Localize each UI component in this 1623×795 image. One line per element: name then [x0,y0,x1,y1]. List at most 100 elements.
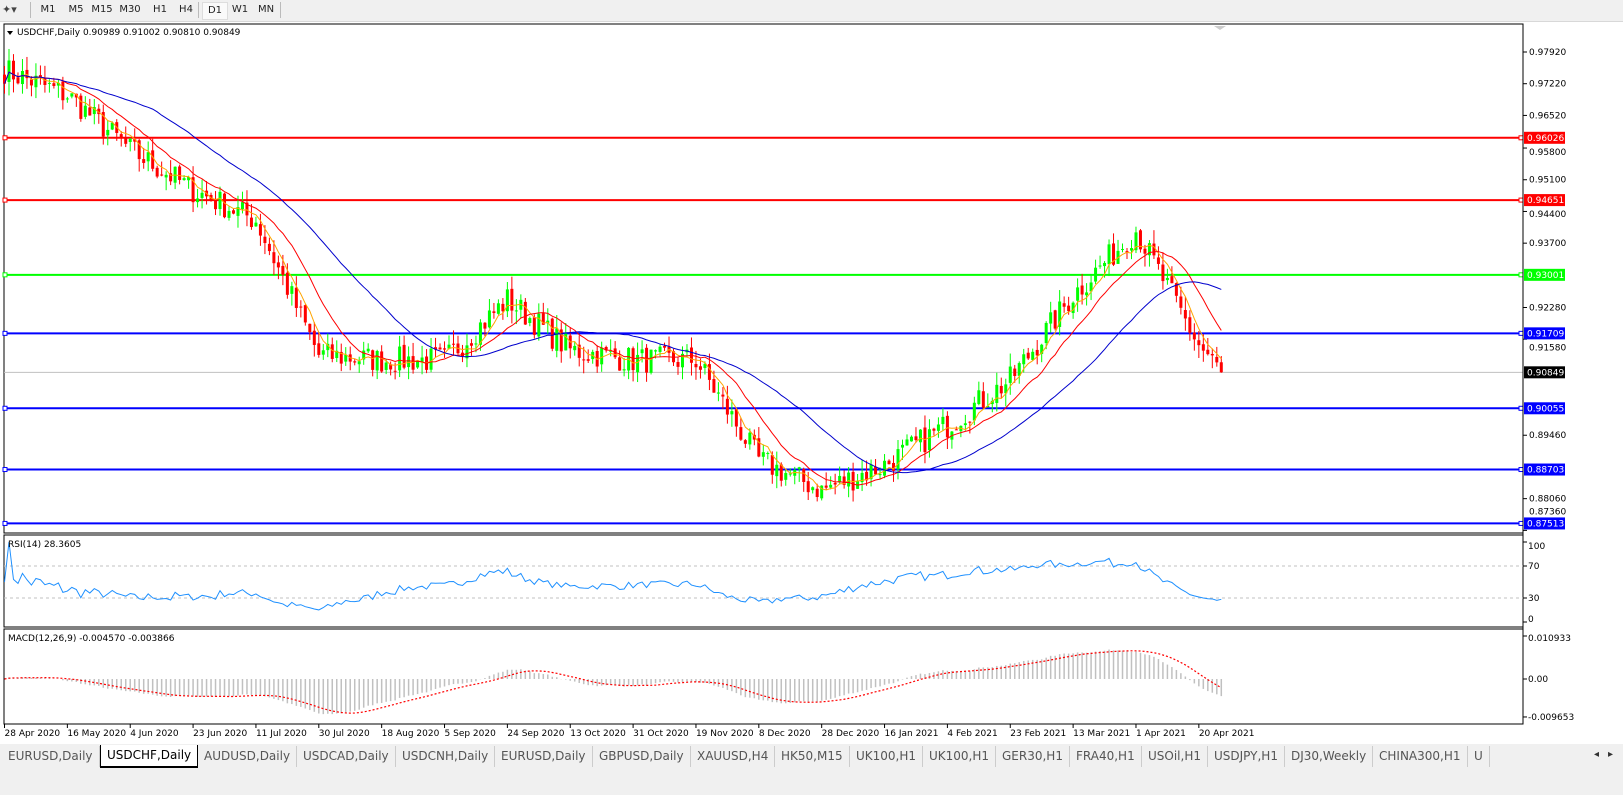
timeframe-m15[interactable]: M15 [91,4,113,15]
candle-body [65,98,69,100]
candle-body [434,347,438,350]
price-chart[interactable]: 0.97920 0.97220 0.96520 0.95800 0.95100 0.944… [0,22,1623,744]
level-anchor-handle[interactable] [1518,520,1524,526]
timeframe-m1[interactable]: M1 [40,4,56,15]
candle [483,322,487,337]
ma-slow-line [4,71,1222,474]
candle-body [833,482,837,485]
candle [411,342,415,374]
level-anchor-handle[interactable] [1518,197,1524,203]
chart-tab[interactable]: GBPUSD,Daily [593,746,691,767]
candle-body [1004,384,1008,394]
level-anchor-handle[interactable] [1518,272,1524,278]
candle-body [1138,230,1142,250]
candle-body [743,440,747,444]
candle [645,344,649,382]
candle-body [249,217,253,228]
tabs-scroll-right-button[interactable]: ▸ [1608,749,1614,760]
candle-body [887,460,891,465]
candle-body [698,366,702,370]
level-anchor-handle[interactable] [2,272,8,278]
candle [434,337,438,358]
candle-body [564,333,568,351]
level-anchor-handle[interactable] [2,135,8,141]
candle [92,99,96,125]
candle-body [770,455,774,475]
candle [496,299,500,315]
candle [505,282,509,318]
candle [1044,321,1048,350]
level-price-label: 0.87513 [1527,519,1564,529]
candle-body [712,379,716,393]
chart-tab[interactable]: DJ30,Weekly [1285,746,1374,767]
level-anchor-handle[interactable] [1518,135,1524,141]
chart-tab[interactable]: USDJPY,H1 [1208,746,1285,767]
chart-tab[interactable]: EURUSD,Daily [495,746,593,767]
chart-tab[interactable]: U [1468,746,1490,767]
timeframe-mn[interactable]: MN [257,4,275,15]
chart-tab[interactable]: CHINA300,H1 [1373,746,1468,767]
chart-tab[interactable]: AUDUSD,Daily [198,746,298,767]
candle-body [182,178,186,181]
candle [887,459,891,465]
candle [353,359,357,366]
candle-body [402,344,406,368]
chart-tab[interactable]: FRA40,H1 [1070,746,1142,767]
timeframe-m5[interactable]: M5 [68,4,84,15]
timeframe-w1[interactable]: W1 [231,4,249,15]
chart-tab[interactable]: GER30,H1 [996,746,1070,767]
candle [829,476,833,490]
chart-tab[interactable]: USDCHF,Daily [100,745,199,768]
date-axis-label: 16 Jan 2021 [885,729,939,739]
candle-body [618,357,622,371]
chart-tab[interactable]: XAUUSD,H4 [691,746,776,767]
level-anchor-handle[interactable] [2,467,8,473]
timeframe-m30[interactable]: M30 [119,4,141,15]
candle-body [1197,340,1201,346]
level-anchor-handle[interactable] [1518,330,1524,336]
candle [187,175,191,189]
tabs-scroll-left-button[interactable]: ◂ [1594,749,1600,760]
chart-tab[interactable]: USDCAD,Daily [297,746,396,767]
candle-body [3,74,6,84]
candle [914,427,918,443]
level-anchor-handle[interactable] [2,405,8,411]
level-anchor-handle[interactable] [2,520,8,526]
level-anchor-handle[interactable] [2,197,8,203]
timeframe-h1[interactable]: H1 [153,4,167,15]
candle [83,96,87,120]
candle-body [290,286,294,294]
chart-window[interactable]: 0.97920 0.97220 0.96520 0.95800 0.95100 0.944… [0,22,1623,744]
chart-tab[interactable]: USOil,H1 [1142,746,1208,767]
candle [416,360,420,369]
candle [945,411,949,450]
candle-body [263,236,267,244]
timeframe-h4[interactable]: H4 [179,4,193,15]
chart-tab[interactable]: USDCNH,Daily [396,746,496,767]
candle [550,317,554,352]
timeframe-d1[interactable]: D1 [202,2,228,20]
chart-shift-marker [1214,26,1226,30]
level-anchor-handle[interactable] [1518,405,1524,411]
candle-body [1192,332,1196,340]
collapse-triangle-icon[interactable] [7,31,13,35]
candle-body [281,265,285,275]
drawing-tools-dropdown[interactable]: ✦▾ [2,3,17,16]
candle [263,225,267,255]
candle [932,427,936,436]
candle [995,372,999,412]
candle [622,358,626,377]
chart-tab[interactable]: UK100,H1 [850,746,924,767]
candle [766,451,770,460]
level-anchor-handle[interactable] [1518,467,1524,473]
level-price-tag [1524,131,1565,144]
chart-tab[interactable]: UK100,H1 [923,746,997,767]
level-anchor-handle[interactable] [2,330,8,336]
chart-tab[interactable]: EURUSD,Daily [2,746,100,767]
level-price-tag [1524,194,1565,207]
chart-tab[interactable]: HK50,M15 [775,746,850,767]
toolbar-separator [198,2,199,18]
candle-body [1170,276,1174,284]
candle [1098,255,1102,269]
candle [20,59,24,94]
